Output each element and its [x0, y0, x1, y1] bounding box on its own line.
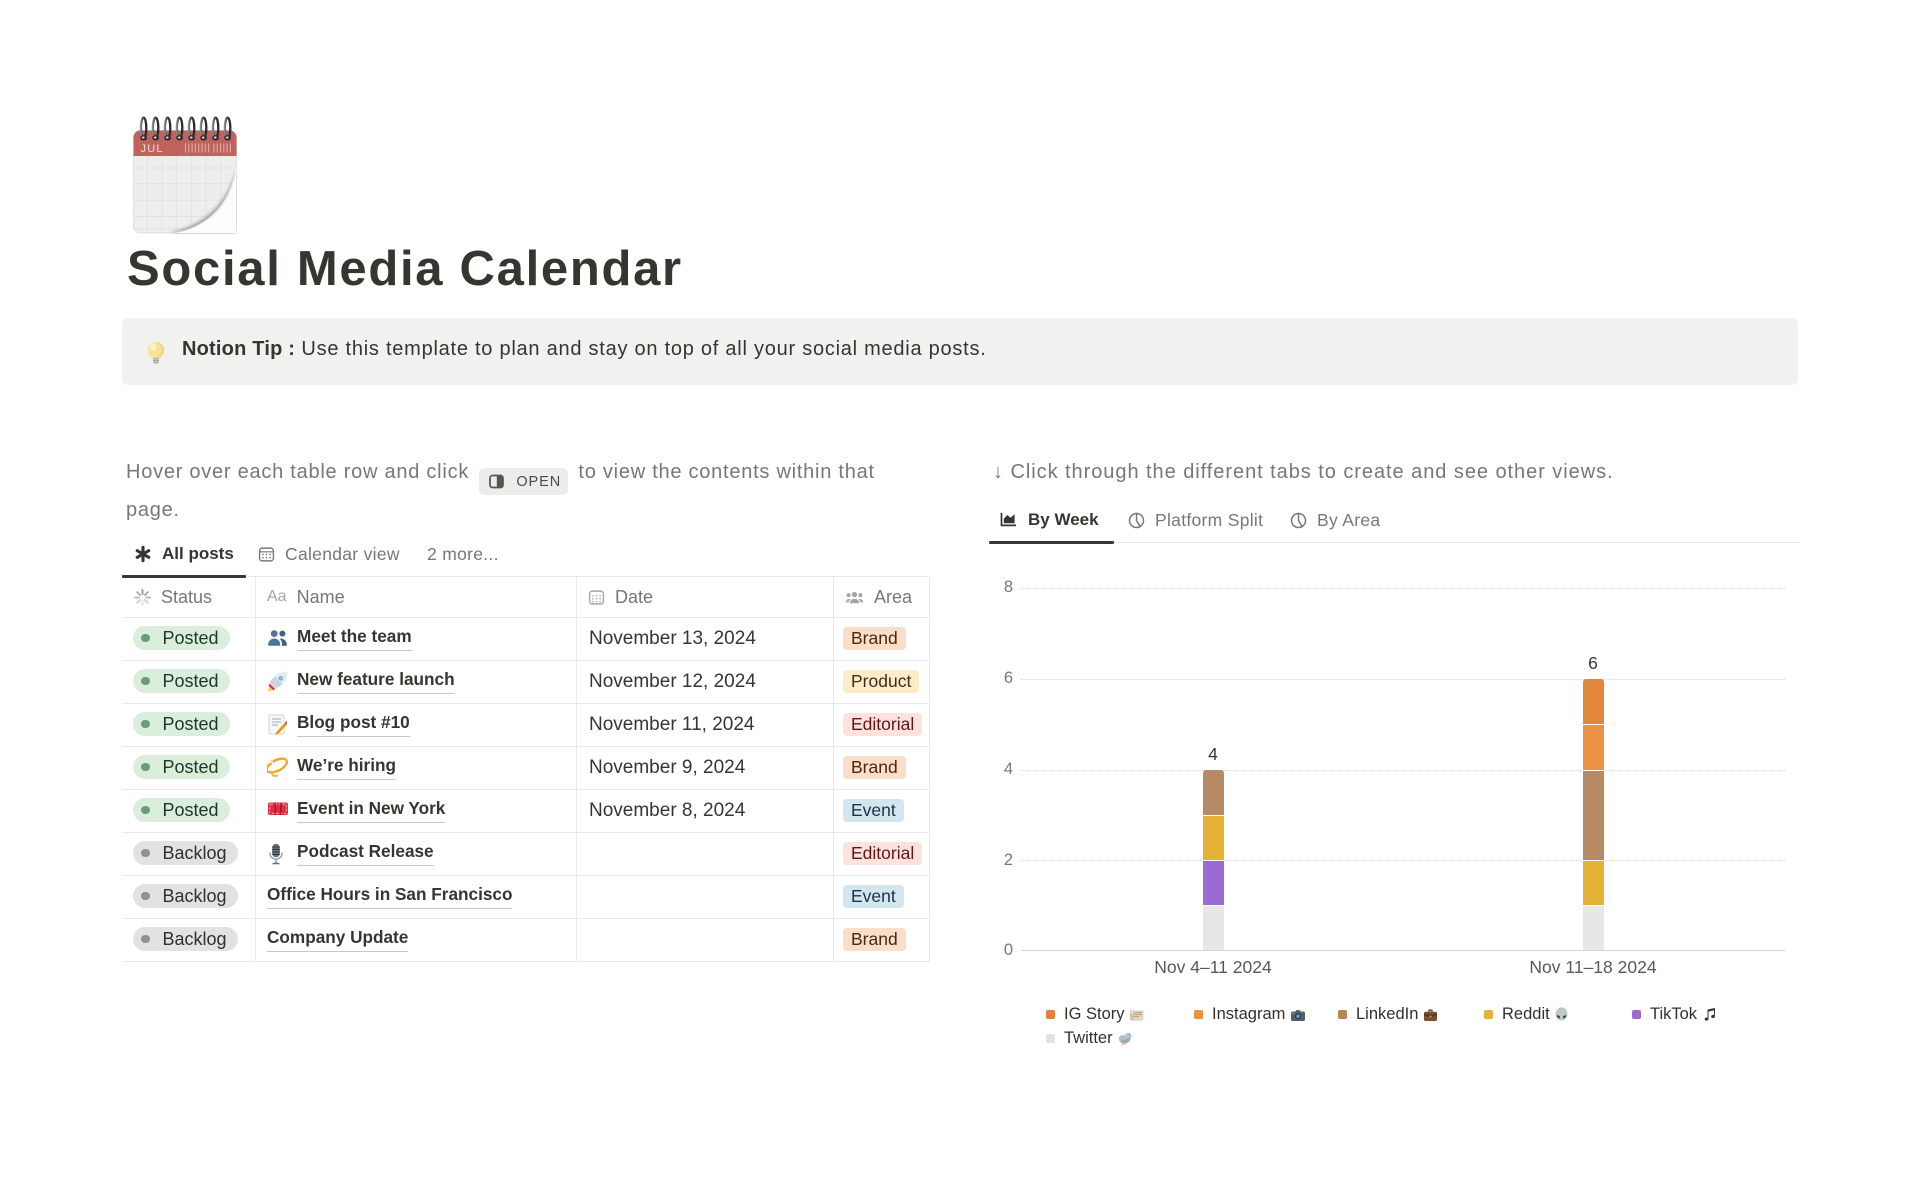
svg-text:JUL: JUL: [141, 143, 164, 155]
